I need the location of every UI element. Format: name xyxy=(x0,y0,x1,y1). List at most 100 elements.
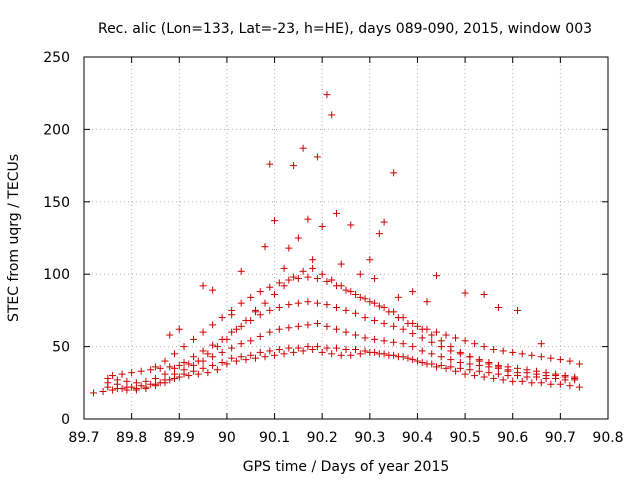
data-point xyxy=(309,345,317,353)
data-point xyxy=(290,348,298,356)
data-point xyxy=(323,91,331,99)
data-point xyxy=(266,160,274,168)
data-point xyxy=(556,380,564,388)
data-point xyxy=(209,353,217,361)
data-point xyxy=(218,314,226,322)
data-point xyxy=(280,350,288,358)
data-point xyxy=(566,382,574,390)
data-point xyxy=(190,361,198,369)
data-point xyxy=(318,222,326,230)
data-point xyxy=(199,328,207,336)
data-point xyxy=(223,335,231,343)
data-point xyxy=(418,347,426,355)
data-point xyxy=(547,380,555,388)
data-point xyxy=(452,334,460,342)
data-point xyxy=(232,325,240,333)
data-point xyxy=(237,299,245,307)
data-point xyxy=(109,372,117,380)
x-tick-label: 90.4 xyxy=(402,430,433,446)
data-point xyxy=(118,385,126,393)
data-point xyxy=(552,370,560,378)
data-point xyxy=(166,331,174,339)
data-point xyxy=(409,288,417,296)
data-point xyxy=(380,337,388,345)
data-point xyxy=(352,309,360,317)
data-point xyxy=(156,364,164,372)
data-point xyxy=(280,264,288,272)
data-point xyxy=(261,243,269,251)
y-tick-label: 0 xyxy=(61,412,70,428)
data-point xyxy=(332,209,340,217)
data-point xyxy=(218,348,226,356)
data-point xyxy=(237,353,245,361)
data-point xyxy=(513,364,521,372)
data-point xyxy=(504,366,512,374)
data-point xyxy=(271,351,279,359)
data-point xyxy=(328,276,336,284)
data-point xyxy=(223,360,231,368)
data-point xyxy=(433,328,441,336)
data-point xyxy=(290,162,298,170)
data-point xyxy=(118,370,126,378)
data-point xyxy=(171,350,179,358)
data-point xyxy=(418,359,426,367)
data-point xyxy=(304,321,312,329)
data-point xyxy=(361,347,369,355)
x-tick-label: 90.1 xyxy=(259,430,290,446)
data-point xyxy=(166,376,174,384)
data-point xyxy=(361,314,369,322)
data-point xyxy=(356,293,364,301)
data-point xyxy=(537,379,545,387)
data-point xyxy=(256,311,264,319)
data-point xyxy=(509,377,517,385)
data-point xyxy=(428,350,436,358)
data-point xyxy=(232,357,240,365)
data-point xyxy=(518,377,526,385)
data-point xyxy=(466,353,474,361)
data-point xyxy=(209,321,217,329)
data-point xyxy=(556,356,564,364)
data-point xyxy=(480,373,488,381)
data-point xyxy=(471,372,479,380)
data-point xyxy=(490,374,498,382)
data-point xyxy=(352,345,360,353)
data-point xyxy=(285,344,293,352)
axis-ticks xyxy=(83,56,609,420)
data-point xyxy=(171,364,179,372)
data-point xyxy=(366,348,374,356)
data-point xyxy=(228,328,236,336)
data-point xyxy=(109,386,117,394)
data-point xyxy=(256,288,264,296)
data-point xyxy=(390,322,398,330)
data-point xyxy=(309,256,317,264)
data-point xyxy=(285,324,293,332)
data-point xyxy=(251,354,259,362)
data-point xyxy=(275,345,283,353)
data-point xyxy=(461,337,469,345)
data-point xyxy=(499,376,507,384)
data-point xyxy=(285,301,293,309)
data-point xyxy=(461,370,469,378)
x-tick-label: 90.6 xyxy=(497,430,528,446)
data-point xyxy=(409,330,417,338)
data-point xyxy=(161,357,169,365)
data-point xyxy=(575,360,583,368)
data-point xyxy=(375,302,383,310)
data-point xyxy=(428,338,436,346)
data-point xyxy=(485,360,493,368)
x-tick-label: 90.3 xyxy=(354,430,385,446)
data-point xyxy=(304,273,312,281)
data-point xyxy=(313,275,321,283)
data-point xyxy=(251,306,259,314)
data-point xyxy=(147,366,155,374)
data-point xyxy=(337,351,345,359)
data-point xyxy=(480,343,488,351)
data-point xyxy=(128,369,136,377)
data-point xyxy=(161,370,169,378)
data-point xyxy=(237,322,245,330)
data-point xyxy=(332,344,340,352)
data-point xyxy=(461,289,469,297)
data-point xyxy=(313,343,321,351)
x-tick-label: 89.9 xyxy=(164,430,195,446)
data-point xyxy=(137,382,145,390)
